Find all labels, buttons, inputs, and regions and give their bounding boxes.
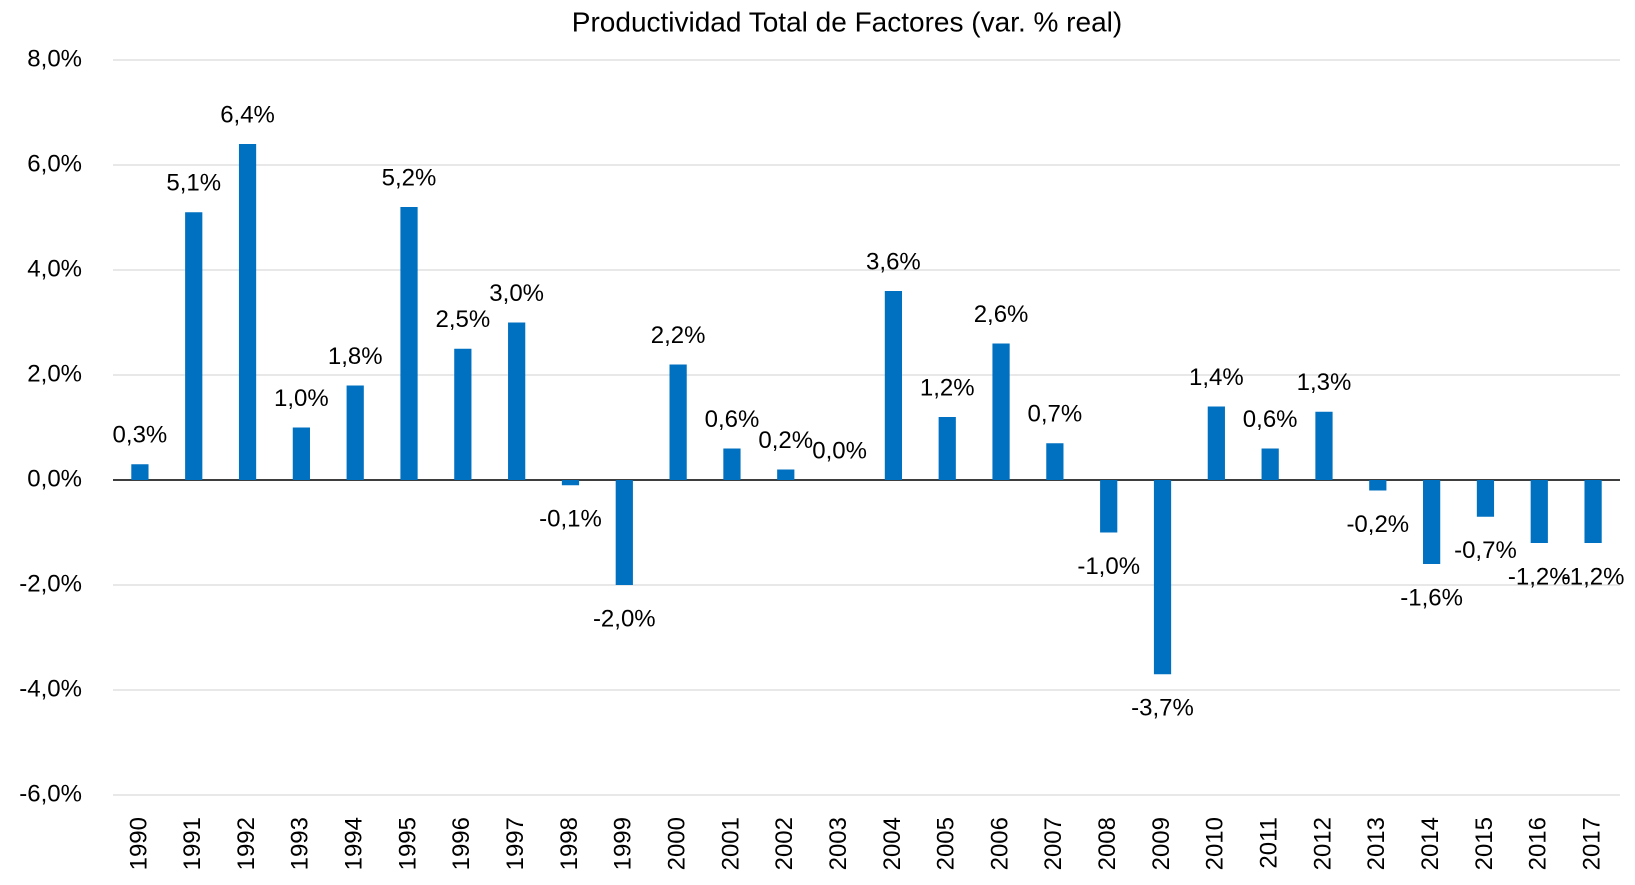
- bar: [1046, 443, 1064, 480]
- data-label: 2,5%: [435, 306, 490, 333]
- bar: [1423, 480, 1441, 564]
- x-tick-label: 1991: [179, 817, 206, 870]
- x-tick-label: 1992: [233, 817, 260, 870]
- bar: [723, 448, 741, 480]
- data-label: 1,4%: [1189, 364, 1244, 391]
- x-tick-label: 2003: [825, 817, 852, 870]
- bar: [1476, 480, 1495, 517]
- x-tick-label: 1997: [502, 817, 529, 870]
- data-label: 2,2%: [651, 322, 706, 349]
- data-label: 0,2%: [758, 427, 813, 454]
- bar: [131, 464, 149, 480]
- data-label: -1,0%: [1077, 553, 1140, 580]
- data-label: 1,3%: [1297, 369, 1352, 396]
- x-tick-label: 2009: [1148, 817, 1175, 870]
- x-tick-label: 2008: [1094, 817, 1121, 870]
- x-tick-label: 1995: [394, 817, 421, 870]
- x-tick-label: 1994: [341, 817, 368, 870]
- data-label: -0,7%: [1454, 537, 1517, 564]
- y-tick-label: 2,0%: [27, 360, 82, 387]
- data-label: -0,1%: [539, 506, 602, 533]
- x-tick-label: 2013: [1363, 817, 1390, 870]
- y-tick-label: 0,0%: [27, 465, 82, 492]
- data-label: 2,6%: [974, 301, 1029, 328]
- bar: [1315, 411, 1333, 480]
- y-tick-label: 8,0%: [27, 45, 82, 72]
- y-tick-label: 4,0%: [27, 255, 82, 282]
- x-tick-label: 2012: [1309, 817, 1336, 870]
- data-label: 0,3%: [113, 422, 168, 449]
- bar: [1369, 480, 1387, 491]
- x-tick-label: 2006: [986, 817, 1013, 870]
- x-tick-label: 2011: [1256, 817, 1283, 869]
- bar: [1153, 480, 1172, 675]
- bar: [292, 427, 310, 480]
- x-tick-label: 2007: [1040, 817, 1067, 870]
- x-tick-label: 2001: [717, 817, 744, 870]
- data-label: -1,2%: [1562, 563, 1625, 590]
- bar: [1261, 448, 1279, 480]
- x-tick-label: 1993: [287, 817, 314, 870]
- data-label: 5,1%: [166, 170, 221, 197]
- x-tick-label: 2014: [1417, 817, 1444, 870]
- x-tick-label: 1990: [125, 817, 152, 870]
- bar: [238, 144, 257, 480]
- data-label: 3,0%: [489, 280, 544, 307]
- bar: [454, 348, 472, 480]
- bar: [508, 322, 526, 480]
- bar: [400, 207, 418, 480]
- bar: [346, 385, 364, 480]
- y-tick-label: 6,0%: [27, 150, 82, 177]
- data-label: -0,2%: [1346, 511, 1409, 538]
- bar: [938, 417, 956, 480]
- x-tick-label: 2017: [1578, 817, 1605, 870]
- bar: [561, 480, 580, 486]
- bar: [777, 469, 795, 480]
- x-tick-label: 2000: [663, 817, 690, 870]
- x-tick-label: 2005: [933, 817, 960, 870]
- bar: [615, 480, 633, 585]
- data-label: -1,6%: [1400, 584, 1463, 611]
- data-label: 1,8%: [328, 343, 383, 370]
- bar: [1584, 480, 1602, 543]
- data-label: -1,2%: [1508, 563, 1571, 590]
- data-label: 0,7%: [1028, 401, 1083, 428]
- data-label: 6,4%: [220, 101, 275, 128]
- data-label: -3,7%: [1131, 695, 1194, 722]
- bar: [992, 343, 1010, 480]
- x-tick-label: 1999: [610, 817, 637, 870]
- chart-title: Productividad Total de Factores (var. % …: [572, 6, 1122, 37]
- y-tick-label: -4,0%: [19, 675, 82, 702]
- bar: [1207, 406, 1225, 480]
- x-tick-label: 2002: [771, 817, 798, 870]
- data-label: -2,0%: [593, 605, 656, 632]
- bar: [185, 212, 203, 480]
- data-label: 1,2%: [920, 374, 975, 401]
- bar: [1100, 480, 1118, 533]
- data-label: 0,0%: [812, 437, 867, 464]
- bar: [1530, 480, 1548, 543]
- data-label: 1,0%: [274, 385, 329, 412]
- x-tick-label: 1996: [448, 817, 475, 870]
- data-label: 5,2%: [382, 164, 437, 191]
- x-tick-label: 2015: [1471, 817, 1498, 870]
- x-tick-label: 2016: [1525, 817, 1552, 870]
- y-tick-label: -2,0%: [19, 570, 82, 597]
- data-label: 0,6%: [705, 406, 760, 433]
- x-tick-label: 1998: [556, 817, 583, 870]
- data-label: 0,6%: [1243, 406, 1298, 433]
- bar: [884, 291, 903, 480]
- y-tick-label: -6,0%: [19, 780, 82, 807]
- x-tick-label: 2004: [879, 817, 906, 870]
- x-tick-label: 2010: [1202, 817, 1229, 870]
- bar: [669, 364, 687, 480]
- data-label: 3,6%: [866, 248, 921, 275]
